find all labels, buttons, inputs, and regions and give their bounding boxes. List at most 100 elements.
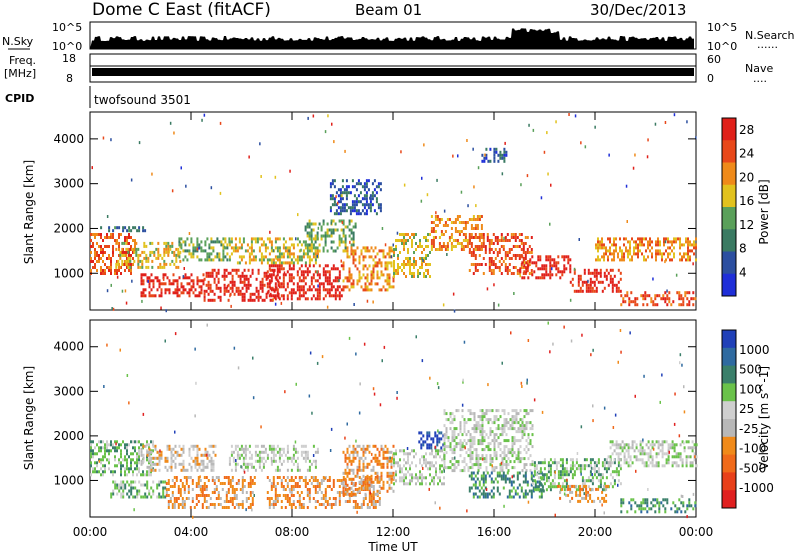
heatmap-cell-vel-cells-6 xyxy=(346,447,349,451)
heatmap-cell-vel-cells-2 xyxy=(158,468,161,472)
heatmap-cell-power-cells-5 xyxy=(247,298,250,302)
heatmap-cell-power-cells-15 xyxy=(523,276,526,280)
heatmap-cell-power-cells-17 xyxy=(601,255,603,259)
heatmap-cell-vel-cells-9 xyxy=(519,430,522,434)
heatmap-cell-power-cells-2 xyxy=(137,259,140,263)
heatmap-cell-vel-cells-9 xyxy=(525,409,528,413)
heatmap-cell-power-cells-12 xyxy=(462,221,465,224)
heatmap-cell-power-cells-13 xyxy=(476,248,479,251)
heatmap-cell-vel-cells-4 xyxy=(260,468,263,472)
heatmap-cell-power-cells-13 xyxy=(478,254,481,257)
heatmap-cell-vel-cells-8 xyxy=(426,443,429,447)
heatmap-cell-power-cells-17 xyxy=(621,255,623,259)
heatmap-speckle xyxy=(547,172,549,176)
heatmap-cell-vel-cells-11 xyxy=(583,479,586,483)
heatmap-cell-vel-cells-6 xyxy=(370,492,373,496)
heatmap-cell-power-cells-2 xyxy=(157,253,160,257)
heatmap-cell-vel-cells-2 xyxy=(212,444,215,448)
heatmap-cell-power-cells-5 xyxy=(241,295,244,299)
heatmap-cell-vel-cells-5 xyxy=(312,476,315,479)
heatmap-cell-power-cells-2 xyxy=(173,250,176,254)
heatmap-cell-power-cells-9 xyxy=(379,188,382,192)
heatmap-cell-power-cells-2 xyxy=(139,259,142,263)
heatmap-cell-vel-cells-9 xyxy=(459,424,462,428)
heatmap-cell-power-cells-17 xyxy=(667,240,669,244)
heatmap-cell-power-cells-3 xyxy=(156,288,159,292)
freq-trace xyxy=(92,68,694,76)
heatmap-cell-power-cells-18 xyxy=(662,294,665,298)
heatmap-cell-power-cells-18 xyxy=(656,303,659,307)
heatmap-cell-vel-cells-3 xyxy=(227,476,230,479)
heatmap-cell-vel-cells-6 xyxy=(342,480,345,484)
heatmap-cell-vel-cells-9 xyxy=(459,430,462,434)
heatmap-cell-power-cells-18 xyxy=(678,303,681,307)
heatmap-cell-vel-cells-6 xyxy=(348,468,351,472)
heatmap-cell-vel-cells-3 xyxy=(241,479,244,482)
heatmap-cell-vel-cells-6 xyxy=(364,477,367,481)
heatmap-cell-power-cells-17 xyxy=(635,252,637,256)
heatmap-cell-power-cells-7 xyxy=(318,285,321,289)
heatmap-cell-power-cells-5 xyxy=(263,274,266,278)
heatmap-cell-power-cells-13 xyxy=(512,236,515,239)
heatmap-cell-power-cells-17 xyxy=(613,252,615,256)
heatmap-cell-vel-cells-9 xyxy=(511,448,514,452)
heatmap-cell-power-cells-0 xyxy=(126,236,128,239)
heatmap-cell-power-cells-15 xyxy=(545,270,548,274)
heatmap-cell-vel-cells-11 xyxy=(557,476,560,480)
heatmap-cell-vel-cells-9 xyxy=(505,466,508,470)
heatmap-cell-vel-cells-11 xyxy=(549,473,552,477)
heatmap-cell-vel-cells-9 xyxy=(453,430,456,434)
heatmap-cell-vel-cells-4 xyxy=(308,468,311,472)
heatmap-cell-power-cells-0 xyxy=(98,257,100,260)
heatmap-cell-vel-cells-6 xyxy=(348,471,351,475)
power-colorbar-tick: 12 xyxy=(739,218,754,232)
heatmap-cell-power-cells-5 xyxy=(231,289,234,293)
heatmap-cell-power-cells-3 xyxy=(172,273,175,277)
heatmap-cell-power-cells-6 xyxy=(278,255,281,259)
heatmap-cell-vel-cells-9 xyxy=(453,463,456,467)
heatmap-cell-vel-cells-11 xyxy=(535,488,538,492)
heatmap-cell-power-cells-2 xyxy=(157,256,160,260)
heatmap-cell-vel-cells-5 xyxy=(362,503,365,506)
heatmap-cell-vel-cells-3 xyxy=(251,497,254,500)
heatmap-cell-power-cells-11 xyxy=(403,239,405,242)
heatmap-cell-vel-cells-9 xyxy=(463,421,466,425)
heatmap-cell-power-cells-12 xyxy=(456,239,459,242)
heatmap-cell-vel-cells-6 xyxy=(342,486,345,490)
heatmap-cell-power-cells-10 xyxy=(350,252,353,256)
heatmap-speckle xyxy=(151,172,153,176)
heatmap-cell-power-cells-12 xyxy=(434,215,437,218)
heatmap-cell-vel-cells-9 xyxy=(497,418,500,422)
heatmap-cell-vel-cells-9 xyxy=(527,412,530,416)
heatmap-cell-power-cells-9 xyxy=(337,212,340,216)
heatmap-cell-power-cells-18 xyxy=(632,300,635,304)
heatmap-cell-vel-cells-9 xyxy=(445,418,448,422)
heatmap-cell-power-cells-10 xyxy=(386,276,389,280)
heatmap-cell-vel-cells-0 xyxy=(120,443,122,447)
heatmap-cell-power-cells-17 xyxy=(691,249,693,253)
heatmap-speckle xyxy=(550,183,552,187)
heatmap-cell-vel-cells-6 xyxy=(344,477,347,481)
heatmap-cell-power-cells-14 xyxy=(487,159,490,163)
heatmap-cell-vel-cells-7 xyxy=(419,458,421,462)
heatmap-cell-power-cells-2 xyxy=(147,265,150,269)
heatmap-cell-power-cells-12 xyxy=(462,248,465,251)
heatmap-cell-power-cells-10 xyxy=(380,288,383,292)
heatmap-cell-vel-cells-9 xyxy=(501,451,504,455)
heatmap-cell-vel-cells-3 xyxy=(187,485,190,488)
heatmap-cell-power-cells-4 xyxy=(204,249,207,253)
heatmap-cell-power-cells-16 xyxy=(587,268,590,272)
heatmap-cell-vel-cells-3 xyxy=(203,476,206,479)
heatmap-cell-vel-cells-3 xyxy=(241,503,244,506)
heatmap-cell-vel-cells-7 xyxy=(403,452,405,456)
heatmap-cell-vel-cells-3 xyxy=(221,506,224,509)
heatmap-cell-power-cells-2 xyxy=(163,265,166,269)
heatmap-cell-power-cells-11 xyxy=(421,251,423,254)
heatmap-cell-power-cells-17 xyxy=(695,243,697,247)
heatmap-cell-power-cells-18 xyxy=(626,291,629,295)
heatmap-cell-power-cells-8 xyxy=(338,243,341,247)
heatmap-cell-vel-cells-10 xyxy=(478,480,481,484)
heatmap-cell-power-cells-16 xyxy=(591,286,594,290)
heatmap-cell-power-cells-16 xyxy=(569,280,572,284)
heatmap-cell-vel-cells-9 xyxy=(521,457,524,461)
